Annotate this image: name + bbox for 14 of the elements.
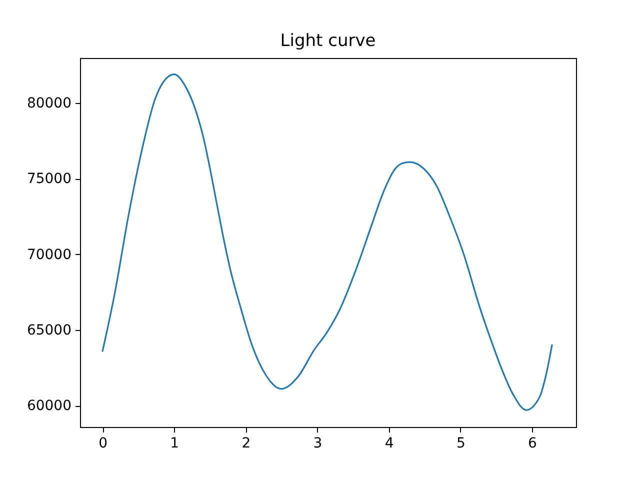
x-tick-label: 0 xyxy=(98,436,108,452)
y-tick-label: 80000 xyxy=(26,96,72,112)
y-tick-label: 60000 xyxy=(26,398,72,414)
x-tick-label: 1 xyxy=(170,436,180,452)
x-tick-label: 4 xyxy=(384,436,394,452)
line-series xyxy=(102,74,553,411)
y-tick-label: 75000 xyxy=(26,171,72,188)
y-tick-label: 70000 xyxy=(26,246,72,263)
chart-title: Light curve xyxy=(280,31,376,51)
x-tick-label: 5 xyxy=(456,436,466,452)
x-tick-label: 3 xyxy=(313,436,322,452)
x-tick-label: 6 xyxy=(528,436,538,452)
x-tick-label: 2 xyxy=(242,436,251,452)
y-tick-label: 65000 xyxy=(26,322,72,338)
